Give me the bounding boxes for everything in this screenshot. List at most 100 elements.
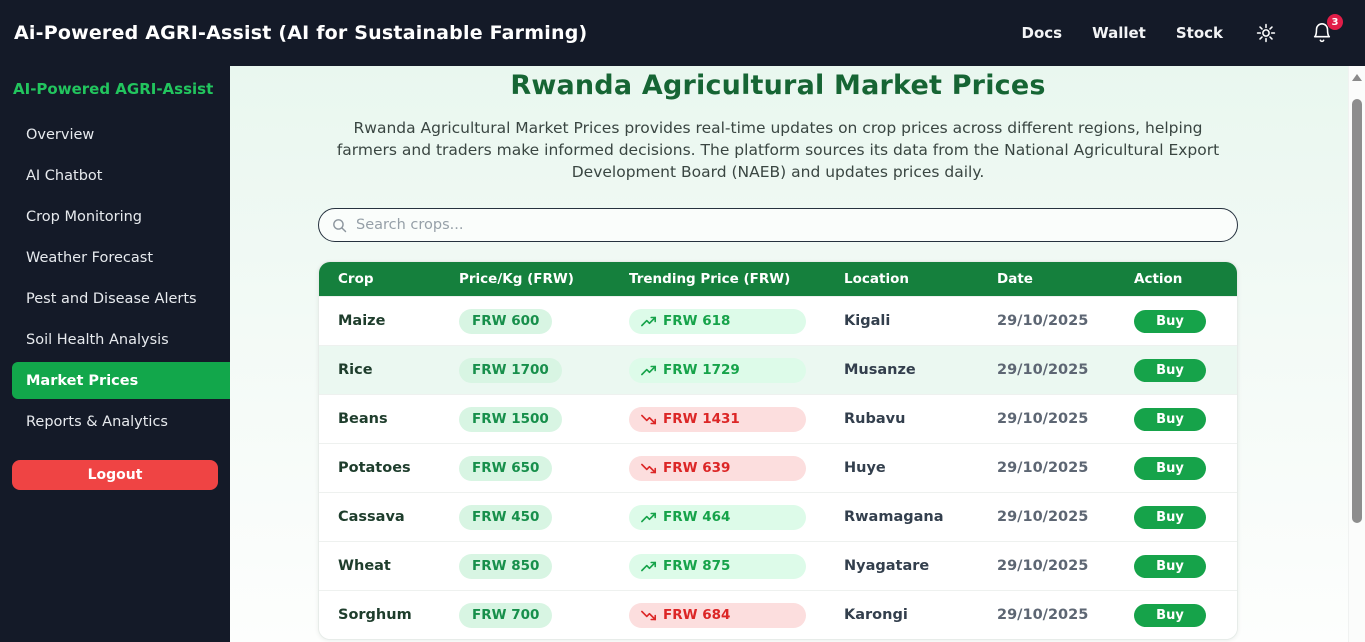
crop-cell: Potatoes [338,460,411,476]
notifications-button[interactable]: 3 [1309,14,1343,46]
table-body: Maize FRW 600 FRW 618 Kigali 29/10/202 [319,296,1237,639]
table-header: Crop Price/Kg (FRW) Trending Price (FRW)… [319,262,1237,296]
column-header-price: Price/Kg (FRW) [459,271,574,287]
date-cell: 29/10/2025 [997,460,1089,476]
buy-button[interactable]: Buy [1134,554,1206,578]
buy-button[interactable]: Buy [1134,456,1206,480]
notification-badge: 3 [1327,14,1343,30]
date-cell: 29/10/2025 [997,558,1089,574]
trend-badge: FRW 684 [629,602,806,628]
date-cell: 29/10/2025 [997,362,1089,378]
crop-cell: Beans [338,411,388,427]
sidebar-item-crop-monitoring[interactable]: Crop Monitoring [26,208,142,225]
search-bar [318,208,1238,242]
nav-link-docs[interactable]: Docs [1021,24,1063,42]
gear-icon [1255,22,1277,44]
trending-up-icon [641,512,657,523]
location-cell: Rubavu [844,411,906,427]
location-cell: Kigali [844,313,891,329]
trending-up-icon [641,365,657,376]
main-content: Rwanda Agricultural Market Prices Rwanda… [230,66,1365,642]
top-bar: Ai-Powered AGRI-Assist (AI for Sustainab… [0,0,1365,66]
price-badge: FRW 1500 [459,406,562,432]
logout-button[interactable]: Logout [12,460,218,490]
price-badge: FRW 450 [459,504,553,530]
crop-cell: Maize [338,313,386,329]
trend-badge: FRW 618 [629,308,806,334]
trend-value: FRW 618 [663,313,731,329]
sidebar-item-ai-chatbot[interactable]: AI Chatbot [26,167,103,184]
trending-down-icon [641,414,657,425]
column-header-location: Location [844,271,909,287]
date-cell: 29/10/2025 [997,313,1089,329]
crop-cell: Cassava [338,509,405,525]
location-cell: Nyagatare [844,558,930,574]
sidebar-item-soil-health-analysis[interactable]: Soil Health Analysis [26,331,169,348]
sidebar-item-reports-analytics[interactable]: Reports & Analytics [26,413,168,430]
trend-badge: FRW 464 [629,504,806,530]
trending-down-icon [641,610,657,621]
trend-value: FRW 1431 [663,411,740,427]
table-row: Rice FRW 1700 FRW 1729 Musanze 29/10/2 [319,345,1237,394]
sidebar-title: AI-Powered AGRI-Assist [13,80,214,98]
date-cell: 29/10/2025 [997,509,1089,525]
location-cell: Rwamagana [844,509,944,525]
scrollbar-thumb[interactable] [1352,99,1362,523]
buy-button[interactable]: Buy [1134,358,1206,382]
app-title: Ai-Powered AGRI-Assist (AI for Sustainab… [14,22,588,44]
top-nav: Docs Wallet Stock 3 [1021,14,1343,46]
sidebar-item-market-prices[interactable]: Market Prices [12,362,230,399]
sidebar-item-pest-and-disease-alerts[interactable]: Pest and Disease Alerts [26,290,197,307]
scrollbar-up-arrow-icon[interactable] [1352,74,1362,81]
location-cell: Musanze [844,362,916,378]
price-badge: FRW 1700 [459,357,562,383]
table-row: Sorghum FRW 700 FRW 684 Karongi 29/10/ [319,590,1237,639]
search-icon [331,217,348,234]
sidebar-item-overview[interactable]: Overview [26,126,95,143]
sidebar: AI-Powered AGRI-Assist Overview AI Chatbo… [0,66,230,642]
crop-cell: Rice [338,362,373,378]
page-description: Rwanda Agricultural Market Prices provid… [336,119,1220,181]
bell-icon [1311,22,1333,44]
trend-value: FRW 639 [663,460,731,476]
sidebar-item-weather-forecast[interactable]: Weather Forecast [26,249,154,266]
page-title: Rwanda Agricultural Market Prices [510,70,1046,101]
table-row: Wheat FRW 850 FRW 875 Nyagatare 29/10/ [319,541,1237,590]
date-cell: 29/10/2025 [997,411,1089,427]
location-cell: Karongi [844,607,908,623]
column-header-action: Action [1134,271,1183,287]
sidebar-menu: Overview AI Chatbot Crop Monitoring Weather… [0,114,230,442]
settings-button[interactable] [1253,20,1279,46]
scrollbar [1348,66,1365,642]
crop-cell: Sorghum [338,607,412,623]
column-header-trending: Trending Price (FRW) [629,271,791,287]
price-badge: FRW 700 [459,602,553,628]
market-prices-table: Crop Price/Kg (FRW) Trending Price (FRW)… [318,261,1238,640]
trending-up-icon [641,316,657,327]
trend-badge: FRW 875 [629,553,806,579]
buy-button[interactable]: Buy [1134,505,1206,529]
column-header-date: Date [997,271,1033,287]
nav-link-stock[interactable]: Stock [1175,24,1223,42]
buy-button[interactable]: Buy [1134,603,1206,627]
table-row: Maize FRW 600 FRW 618 Kigali 29/10/202 [319,296,1237,345]
column-header-crop: Crop [338,271,374,287]
trend-value: FRW 684 [663,607,731,623]
date-cell: 29/10/2025 [997,607,1089,623]
buy-button[interactable]: Buy [1134,309,1206,333]
trend-value: FRW 1729 [663,362,740,378]
trend-badge: FRW 1431 [629,406,806,432]
trend-value: FRW 875 [663,558,731,574]
table-row: Cassava FRW 450 FRW 464 Rwamagana 29/1 [319,492,1237,541]
trend-badge: FRW 639 [629,455,806,481]
table-row: Potatoes FRW 650 FRW 639 Huye 29/10/20 [319,443,1237,492]
search-input[interactable] [356,217,1225,233]
price-badge: FRW 650 [459,455,553,481]
nav-link-wallet[interactable]: Wallet [1092,24,1146,42]
buy-button[interactable]: Buy [1134,407,1206,431]
price-badge: FRW 850 [459,553,553,579]
trending-up-icon [641,561,657,572]
crop-cell: Wheat [338,558,391,574]
table-row: Beans FRW 1500 FRW 1431 Rubavu 29/10/2 [319,394,1237,443]
trend-value: FRW 464 [663,509,731,525]
